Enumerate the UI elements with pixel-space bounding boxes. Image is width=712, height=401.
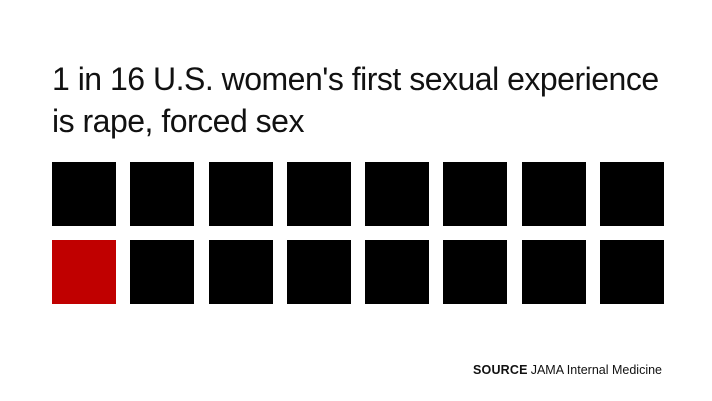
waffle-square	[600, 162, 665, 226]
waffle-square	[130, 162, 195, 226]
waffle-square	[365, 240, 430, 304]
source-label: SOURCE	[473, 363, 528, 377]
waffle-square	[286, 162, 351, 226]
source-line: SOURCE JAMA Internal Medicine	[473, 362, 662, 378]
waffle-square	[52, 162, 116, 226]
source-text: JAMA Internal Medicine	[530, 363, 662, 377]
waffle-square	[130, 240, 195, 304]
waffle-square	[208, 240, 273, 304]
waffle-grid	[52, 162, 665, 304]
waffle-square	[208, 162, 273, 226]
waffle-square	[443, 240, 508, 304]
waffle-square	[443, 162, 508, 226]
waffle-square-highlighted	[52, 240, 116, 304]
waffle-square	[521, 162, 586, 226]
waffle-square	[600, 240, 665, 304]
waffle-square	[365, 162, 430, 226]
waffle-square	[286, 240, 351, 304]
chart-title: 1 in 16 U.S. women's first sexual experi…	[52, 61, 659, 139]
waffle-square	[521, 240, 586, 304]
